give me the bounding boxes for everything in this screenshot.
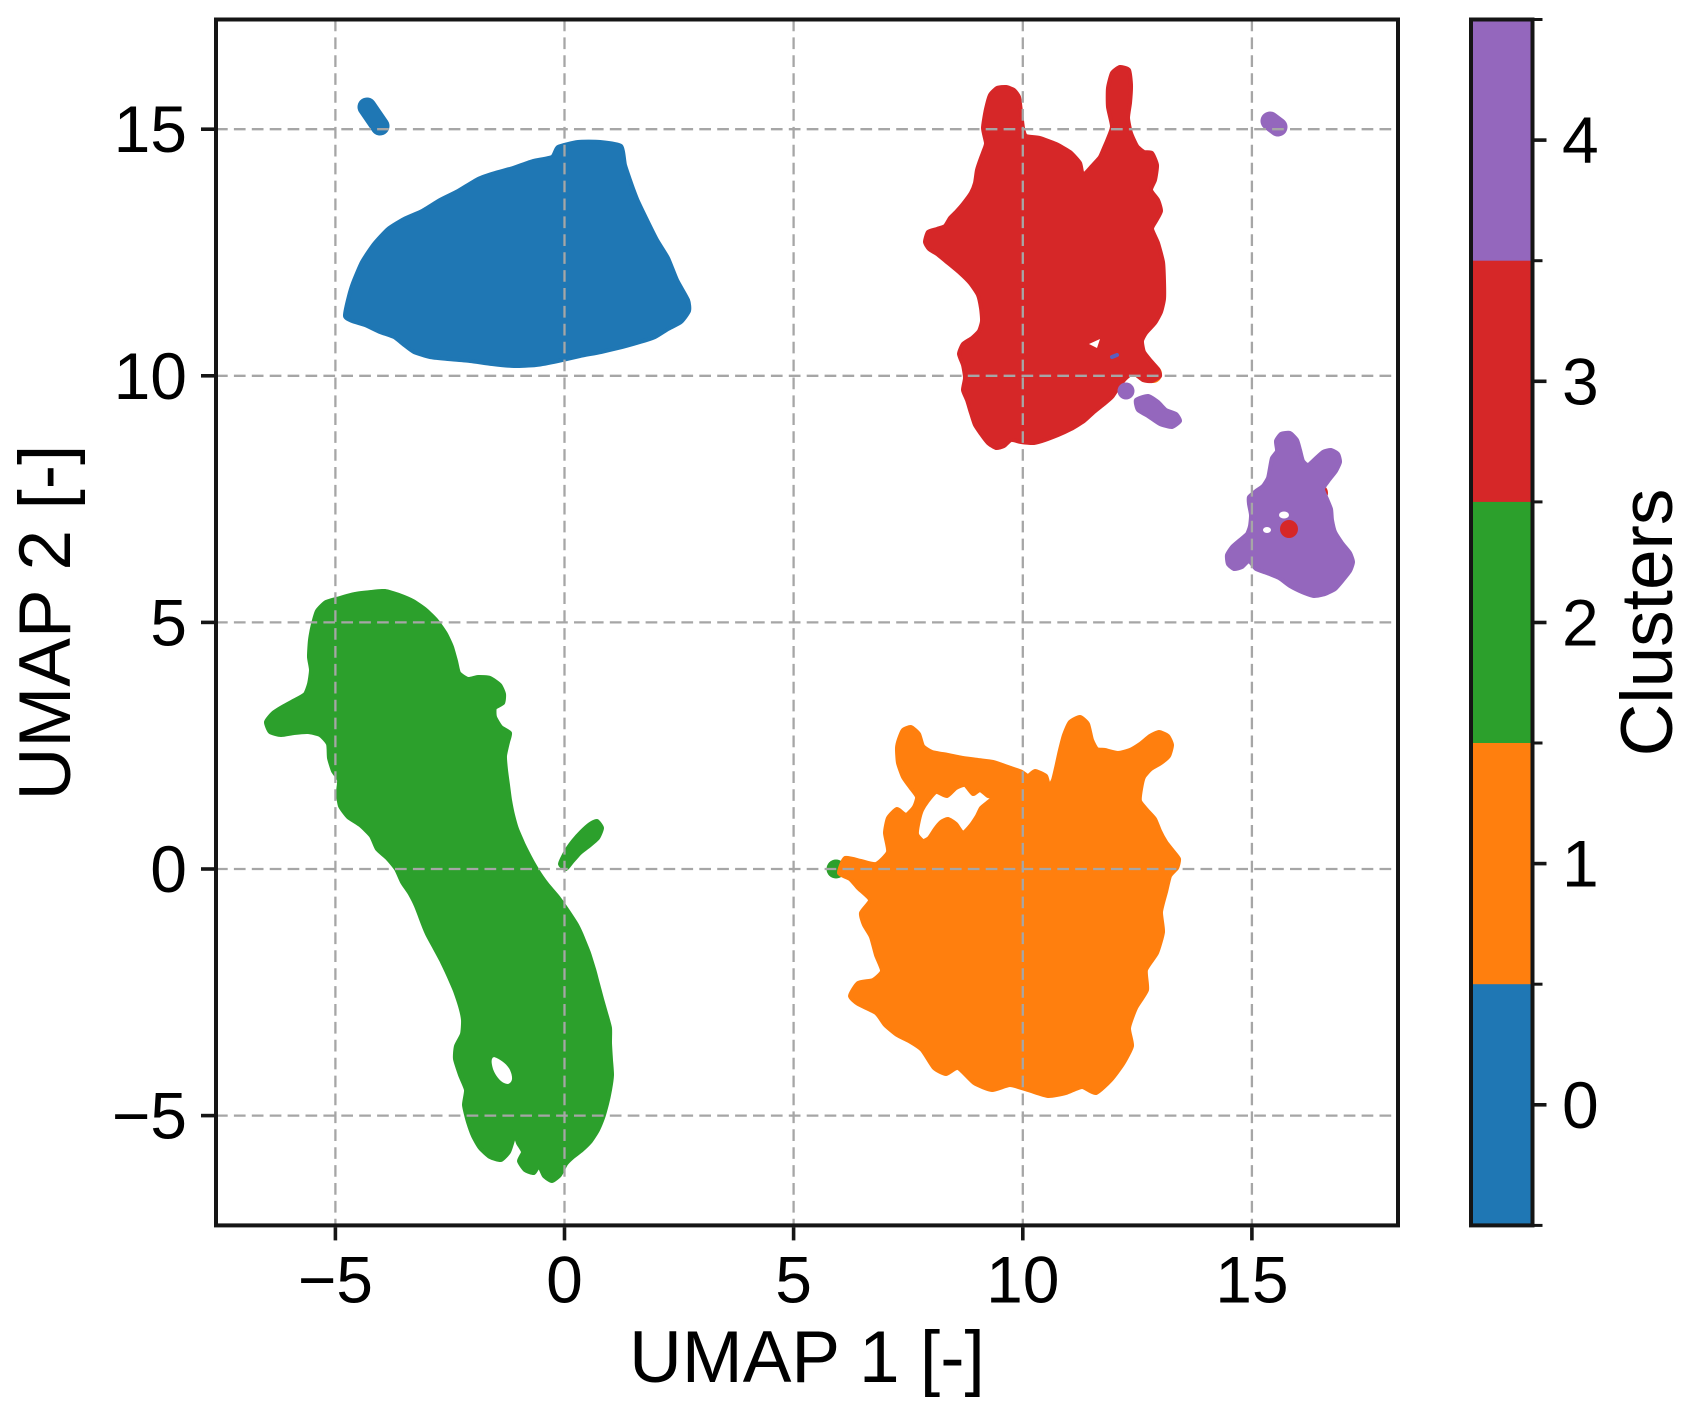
svg-text:10: 10 [114, 339, 187, 413]
svg-text:5: 5 [775, 1243, 812, 1317]
svg-text:Clusters: Clusters [1607, 489, 1688, 757]
svg-text:15: 15 [1215, 1243, 1288, 1317]
svg-text:−5: −5 [112, 1079, 187, 1153]
svg-text:3: 3 [1562, 344, 1599, 418]
svg-text:5: 5 [150, 585, 187, 659]
svg-text:4: 4 [1562, 103, 1599, 177]
svg-text:0: 0 [546, 1243, 583, 1317]
svg-text:−5: −5 [298, 1243, 373, 1317]
svg-text:0: 0 [150, 832, 187, 906]
svg-text:0: 0 [1562, 1068, 1599, 1142]
svg-text:UMAP 2 [-]: UMAP 2 [-] [5, 445, 86, 801]
svg-text:15: 15 [114, 92, 187, 166]
svg-text:UMAP 1 [-]: UMAP 1 [-] [629, 1317, 985, 1398]
svg-text:1: 1 [1562, 827, 1599, 901]
svg-text:2: 2 [1562, 586, 1599, 660]
svg-text:10: 10 [986, 1243, 1059, 1317]
